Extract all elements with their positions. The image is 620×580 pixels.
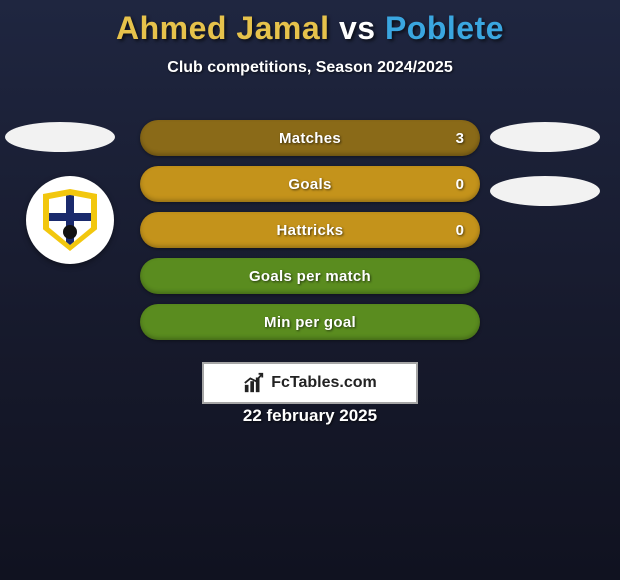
stat-row: Matches 3: [140, 120, 480, 156]
stats-panel: Matches 3 Goals 0 Hattricks 0 Goals per match M…: [140, 120, 480, 350]
stat-value: 0: [456, 222, 464, 239]
stat-value: 3: [456, 130, 464, 147]
brand-box: FcTables.com: [202, 362, 418, 404]
stat-row: Min per goal: [140, 304, 480, 340]
footer-date: 22 february 2025: [0, 406, 620, 426]
player-photo-right-2: [490, 176, 600, 206]
brand-text: FcTables.com: [271, 374, 377, 392]
stat-label: Hattricks: [277, 222, 344, 239]
title-part: vs: [330, 10, 385, 46]
subtitle: Club competitions, Season 2024/2025: [0, 59, 620, 77]
bars-icon: [243, 372, 265, 394]
shield-icon: [43, 189, 97, 251]
stat-label: Min per goal: [264, 314, 356, 331]
player-photo-left: [5, 122, 115, 152]
stat-label: Goals: [288, 176, 331, 193]
page-title: Ahmed Jamal vs Poblete: [0, 0, 620, 47]
stat-value: 0: [456, 176, 464, 193]
stat-label: Goals per match: [249, 268, 371, 285]
stat-row: Hattricks 0: [140, 212, 480, 248]
player-photo-right-1: [490, 122, 600, 152]
title-part: Poblete: [385, 10, 504, 46]
stat-label: Matches: [279, 130, 341, 147]
stat-row: Goals 0: [140, 166, 480, 202]
club-badge: [26, 176, 114, 264]
title-part: Ahmed Jamal: [116, 10, 330, 46]
stat-row: Goals per match: [140, 258, 480, 294]
